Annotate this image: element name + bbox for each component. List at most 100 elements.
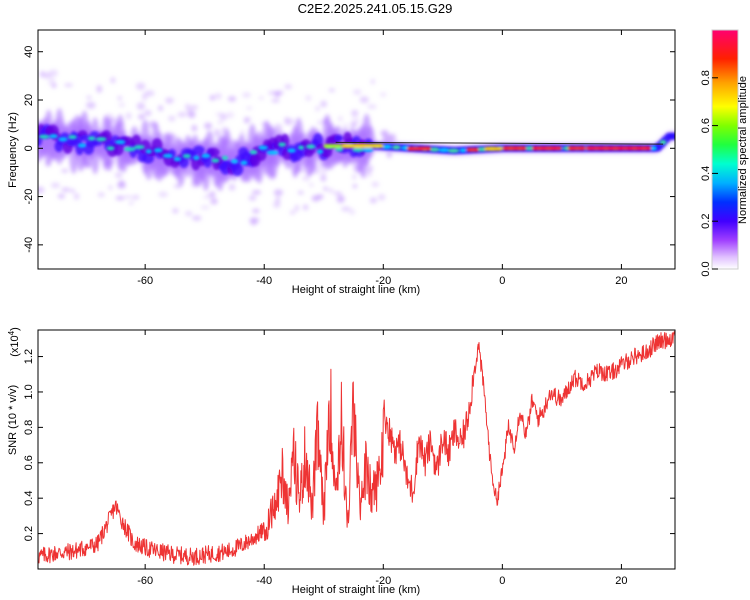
heat-speckle: [313, 169, 320, 175]
heat-blob: [298, 145, 305, 150]
heat-blob: [153, 148, 163, 153]
heat-speckle: [288, 118, 295, 123]
heat-speckle: [333, 191, 343, 196]
colorbar-tick-label: 0.4: [700, 166, 712, 181]
spectrogram-y-axis-label: Frequency (Hz): [7, 112, 19, 188]
heat-speckle: [226, 111, 235, 119]
x-tick-label: 20: [615, 275, 627, 287]
y-tick-label: -20: [23, 189, 35, 205]
heat-speckle: [217, 120, 224, 125]
heat-blob: [162, 153, 173, 158]
y-tick-label: -40: [23, 237, 35, 253]
colorbar-tick-label: 0.0: [700, 261, 712, 276]
heat-speckle: [38, 186, 45, 194]
heat-speckle: [85, 101, 96, 109]
snr-panel: -60 -40 -20 0 20 0.2 0.4 0.6 0.8 1.0 1.2 Height o…: [7, 327, 676, 596]
x-tick-label: -40: [256, 275, 272, 287]
heat-body: [307, 147, 317, 154]
colorbar-tick-label: 0.6: [700, 118, 712, 133]
snr-x-ticks: -60 -40 -20 0 20: [137, 330, 628, 587]
heat-speckle: [297, 190, 304, 195]
heat-speckle: [338, 115, 343, 122]
heat-core-band: [407, 146, 431, 151]
heat-blob: [305, 144, 316, 149]
heat-speckle: [141, 92, 148, 101]
y-tick-label: 0.8: [23, 420, 35, 435]
heat-blob: [381, 144, 392, 149]
heat-speckle: [191, 124, 198, 132]
heat-speckle: [51, 82, 57, 89]
heat-core-band: [502, 146, 527, 151]
heat-speckle: [158, 191, 168, 198]
heat-speckle: [353, 89, 362, 95]
colorbar-label: Normalized spectral amplitude: [737, 76, 749, 224]
heat-speckle: [352, 174, 357, 180]
y-tick-label: 0.2: [23, 526, 35, 541]
heat-speckle: [351, 117, 360, 125]
heat-speckle: [246, 117, 252, 122]
y-tick-label: 1.0: [23, 384, 35, 399]
heat-speckle: [367, 104, 377, 110]
heat-speckle: [328, 188, 334, 193]
figure-title: C2E2.2025.241.05.15.G29: [298, 1, 453, 16]
heat-blob: [392, 145, 401, 150]
heat-speckle: [50, 78, 56, 82]
heat-blob: [145, 149, 152, 154]
heat-blob: [221, 155, 229, 161]
heat-blob: [447, 148, 460, 153]
y-tick-label: 1.2: [23, 349, 35, 364]
heat-speckle: [73, 192, 80, 201]
spectrogram-heat-layer: [38, 69, 675, 226]
heat-speckle: [177, 111, 188, 118]
heat-speckle: [227, 96, 237, 102]
snr-y-axis-label: SNR (10 * v/v): [7, 385, 19, 455]
heat-speckle: [138, 113, 145, 120]
heat-speckle: [187, 108, 192, 116]
heat-speckle: [294, 204, 299, 212]
heat-speckle: [50, 182, 61, 189]
heat-speckle: [96, 85, 103, 93]
snr-frame: [37, 329, 676, 570]
x-tick-label: 0: [499, 575, 505, 587]
spectrogram-panel: -60 -40 -20 0 20 -40 -20 0 20 40 Height of strai…: [7, 29, 676, 296]
heat-blob: [525, 146, 535, 151]
heat-speckle: [284, 84, 293, 90]
heat-speckle: [351, 109, 359, 117]
heat-speckle: [273, 189, 284, 196]
heat-speckle: [342, 123, 349, 128]
heat-speckle: [308, 183, 314, 187]
heat-speckle: [136, 102, 146, 111]
heat-speckle: [391, 137, 398, 142]
heat-speckle: [246, 106, 253, 110]
heat-core-band: [341, 143, 384, 148]
heat-speckle: [57, 193, 66, 199]
heat-speckle: [369, 197, 377, 204]
heat-blob: [106, 146, 115, 151]
spectrogram-x-axis-label: Height of straight line (km): [292, 284, 420, 296]
heat-speckle: [135, 82, 146, 91]
x-tick-label: 0: [499, 275, 505, 287]
heat-speckle: [210, 198, 218, 205]
heat-speckle: [370, 79, 375, 85]
heat-speckle: [317, 119, 322, 126]
heat-body: [207, 147, 220, 157]
heat-speckle: [189, 105, 199, 110]
heat-speckle: [320, 168, 328, 174]
x-tick-label: 20: [615, 575, 627, 587]
heat-core-band: [532, 146, 562, 151]
colorbar-gradient: [712, 30, 738, 269]
heat-blob: [38, 134, 50, 139]
heat-body: [178, 155, 189, 168]
heat-blob: [287, 148, 296, 153]
heat-blob: [459, 148, 467, 153]
heat-speckle: [144, 90, 155, 97]
heat-blob: [266, 150, 279, 155]
x-tick-label: -20: [375, 575, 391, 587]
heat-speckle: [172, 208, 179, 214]
heat-blob: [77, 143, 87, 148]
heat-core-band: [484, 146, 503, 151]
heat-speckle: [214, 128, 219, 134]
y-tick-label: 20: [23, 94, 35, 106]
heat-speckle: [311, 195, 321, 202]
heat-speckle: [252, 208, 260, 214]
